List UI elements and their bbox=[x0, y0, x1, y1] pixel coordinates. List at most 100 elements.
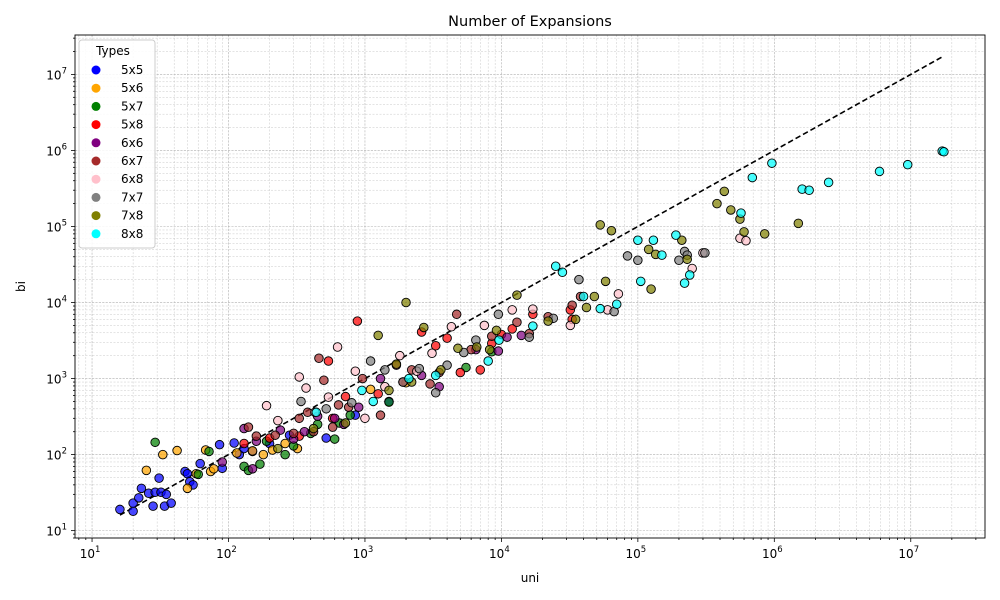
legend-marker-7x7 bbox=[91, 192, 101, 202]
data-point-7x8 bbox=[677, 235, 687, 245]
data-point-8x8 bbox=[578, 291, 589, 302]
data-point-6x6 bbox=[217, 457, 228, 467]
data-point-7x7 bbox=[493, 309, 504, 320]
data-point-8x8 bbox=[736, 208, 746, 218]
data-point-6x8 bbox=[323, 392, 334, 402]
data-point-5x7 bbox=[280, 449, 290, 460]
legend-marker-6x7 bbox=[91, 156, 101, 166]
data-point-5x6 bbox=[365, 384, 376, 395]
data-point-7x7 bbox=[430, 388, 441, 398]
data-point-7x8 bbox=[373, 330, 383, 341]
data-point-7x8 bbox=[401, 297, 411, 308]
data-point-5x5 bbox=[229, 438, 239, 448]
data-point-8x8 bbox=[635, 276, 646, 287]
x-axis-label: uni bbox=[521, 571, 540, 585]
data-point-8x8 bbox=[311, 407, 322, 418]
data-point-6x8 bbox=[301, 383, 311, 393]
data-point-7x8 bbox=[472, 342, 482, 352]
data-point-7x8 bbox=[595, 220, 605, 230]
y-axis-label: bi bbox=[14, 281, 28, 292]
data-point-5x7 bbox=[329, 434, 340, 444]
data-point-7x7 bbox=[365, 356, 376, 366]
data-point-8x8 bbox=[648, 235, 659, 245]
data-point-7x7 bbox=[622, 251, 633, 261]
data-point-5x6 bbox=[182, 483, 193, 494]
legend-label-6x8: 6x8 bbox=[121, 172, 143, 186]
data-point-6x7 bbox=[288, 428, 299, 439]
data-point-7x7 bbox=[414, 363, 425, 374]
data-point-8x8 bbox=[902, 159, 913, 170]
data-point-7x8 bbox=[643, 244, 654, 255]
data-point-7x7 bbox=[700, 248, 710, 258]
data-point-6x7 bbox=[327, 422, 338, 432]
data-point-8x8 bbox=[595, 303, 605, 314]
data-point-5x6 bbox=[232, 448, 242, 458]
data-point-7x8 bbox=[491, 325, 502, 336]
data-point-5x5 bbox=[195, 458, 205, 469]
data-point-7x7 bbox=[346, 398, 357, 408]
data-point-6x6 bbox=[502, 332, 512, 342]
data-point-5x6 bbox=[141, 465, 152, 476]
data-point-7x7 bbox=[674, 255, 684, 265]
data-point-6x8 bbox=[446, 322, 457, 332]
data-point-6x7 bbox=[333, 400, 344, 410]
data-point-8x8 bbox=[404, 373, 414, 384]
data-point-5x5 bbox=[115, 504, 125, 515]
data-point-5x5 bbox=[321, 433, 331, 443]
legend-label-6x6: 6x6 bbox=[121, 136, 143, 150]
data-point-7x7 bbox=[296, 396, 306, 407]
data-point-7x8 bbox=[391, 359, 402, 369]
legend-marker-5x5 bbox=[91, 65, 101, 75]
data-point-5x7 bbox=[193, 469, 203, 480]
data-point-7x8 bbox=[739, 227, 749, 237]
data-point-8x8 bbox=[557, 267, 568, 278]
data-point-7x8 bbox=[646, 284, 656, 294]
data-point-5x5 bbox=[148, 501, 158, 511]
data-point-5x8 bbox=[430, 341, 441, 351]
data-point-6x8 bbox=[528, 304, 538, 314]
data-point-5x8 bbox=[373, 389, 383, 399]
data-point-5x6 bbox=[209, 464, 219, 474]
data-point-6x8 bbox=[294, 372, 305, 382]
data-point-5x8 bbox=[239, 438, 249, 449]
legend-marker-6x6 bbox=[91, 138, 101, 148]
data-point-6x6 bbox=[516, 330, 527, 341]
data-point-5x8 bbox=[507, 324, 517, 334]
data-point-8x8 bbox=[430, 370, 441, 381]
data-point-5x6 bbox=[280, 438, 290, 449]
data-point-7x8 bbox=[484, 344, 495, 355]
data-point-5x5 bbox=[161, 489, 172, 500]
data-point-7x7 bbox=[321, 404, 331, 414]
legend: Types 5x5 5x6 5x7 5x8 6x6 6x7 6x8 7x7 7x8 8x8 bbox=[78, 39, 156, 249]
data-point-7x7 bbox=[442, 360, 452, 370]
data-point-6x8 bbox=[273, 415, 283, 426]
data-point-6x8 bbox=[332, 342, 343, 352]
data-point-7x8 bbox=[712, 198, 722, 209]
data-point-7x8 bbox=[453, 343, 463, 354]
chart-title: Number of Expansions bbox=[448, 14, 612, 30]
legend-label-6x7: 6x7 bbox=[121, 154, 143, 168]
data-point-7x7 bbox=[524, 332, 535, 342]
data-point-7x8 bbox=[719, 186, 730, 197]
legend-marker-8x8 bbox=[91, 229, 101, 239]
data-point-6x7 bbox=[567, 300, 577, 311]
data-point-6x7 bbox=[251, 431, 262, 441]
data-point-8x8 bbox=[368, 396, 378, 407]
data-point-8x8 bbox=[671, 230, 681, 240]
data-point-7x7 bbox=[380, 365, 390, 375]
data-point-8x8 bbox=[528, 321, 538, 331]
data-point-8x8 bbox=[747, 172, 758, 183]
data-point-6x8 bbox=[479, 320, 490, 331]
data-point-5x5 bbox=[166, 498, 176, 508]
data-point-6x7 bbox=[319, 375, 329, 386]
data-point-5x6 bbox=[172, 445, 182, 456]
data-point-5x8 bbox=[455, 367, 466, 378]
data-point-7x8 bbox=[726, 205, 736, 215]
data-point-7x8 bbox=[570, 314, 581, 325]
data-point-7x8 bbox=[419, 322, 429, 333]
data-point-8x8 bbox=[657, 250, 667, 260]
data-point-8x8 bbox=[550, 261, 561, 272]
legend-marker-5x8 bbox=[91, 120, 101, 130]
data-point-6x8 bbox=[565, 320, 576, 331]
